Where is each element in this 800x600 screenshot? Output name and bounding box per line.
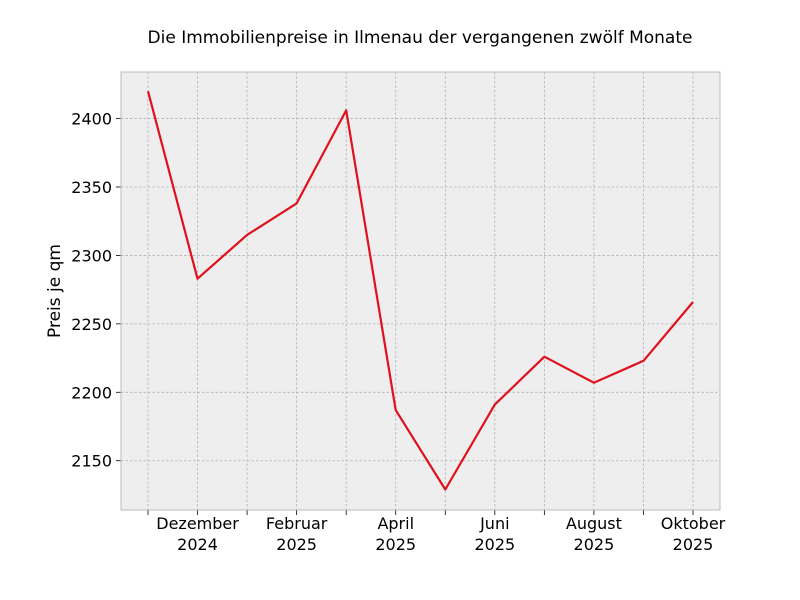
x-tick-label: August (566, 514, 622, 533)
plot-frame (120, 71, 721, 511)
y-tick-label: 2200 (71, 383, 112, 402)
x-tick-label-year: 2025 (375, 535, 416, 554)
y-tick-label: 2350 (71, 178, 112, 197)
y-tick-label: 2300 (71, 246, 112, 265)
y-axis: 2150 2200 2250 2300 2350 2400 (71, 110, 121, 471)
x-tick-label-year: 2025 (673, 535, 714, 554)
y-tick-label: 2250 (71, 315, 112, 334)
y-tick-label: 2150 (71, 452, 112, 471)
x-tick-label-year: 2025 (474, 535, 515, 554)
y-axis-label: Preis je qm (45, 244, 65, 338)
series-line (146, 90, 694, 491)
x-tick-label: Dezember (156, 514, 239, 533)
x-tick-label: Juni (479, 514, 509, 533)
x-tick-label: Februar (266, 514, 328, 533)
y-tick-label: 2400 (71, 110, 112, 129)
x-tick-label: April (377, 514, 414, 533)
plot-area (121, 72, 720, 510)
grid (121, 72, 720, 510)
x-tick-label-year: 2025 (276, 535, 317, 554)
chart-title: Die Immobilienpreise in Ilmenau der verg… (148, 28, 693, 48)
x-tick-label: Oktober (661, 514, 726, 533)
x-tick-label-year: 2025 (574, 535, 615, 554)
x-axis: Dezember 2024 Februar 2025 April 2025 Juni 2025… (147, 510, 726, 554)
x-tick-label-year: 2024 (177, 535, 218, 554)
